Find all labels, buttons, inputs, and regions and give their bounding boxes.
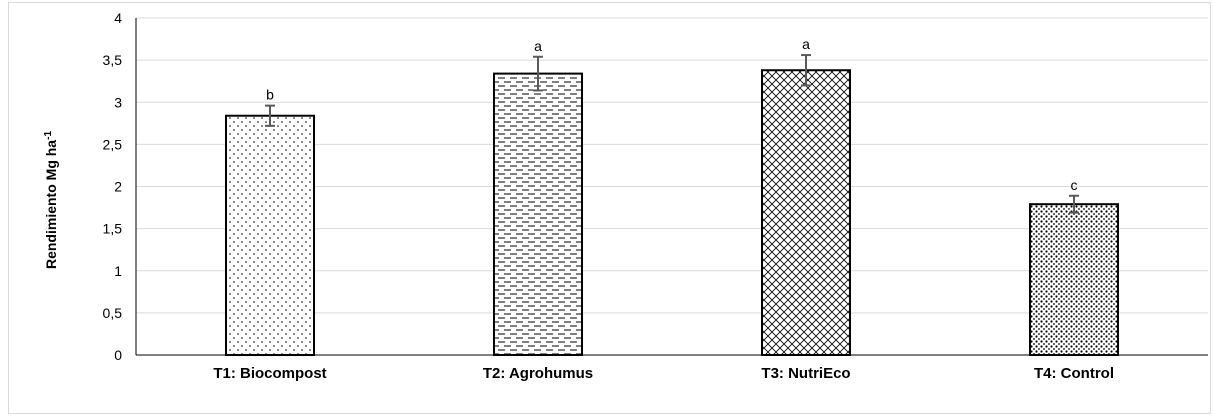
y-tick-label: 0 — [114, 347, 122, 363]
significance-label: b — [266, 87, 274, 103]
y-tick-label: 3,5 — [103, 52, 123, 68]
significance-label: c — [1071, 177, 1078, 193]
bars — [225, 54, 1119, 357]
y-tick-label: 2 — [114, 179, 122, 195]
y-tick-label: 1 — [114, 263, 122, 279]
y-tick-label: 2,5 — [103, 136, 123, 152]
y-axis-label: Rendimiento Mg ha-1 — [43, 131, 60, 269]
significance-label: a — [802, 36, 810, 52]
x-tick-label: T2: Agrohumus — [483, 365, 593, 382]
bar — [225, 114, 315, 357]
x-tick-label: T1: Biocompost — [213, 365, 326, 382]
labels: 0 0,5 1 1,5 2 2,5 3 3,5 4 b T1: Biocompost a T2: Agr… — [103, 10, 1114, 382]
significance-label: a — [534, 38, 542, 54]
bar — [761, 69, 851, 357]
x-tick-label: T3: NutriEco — [761, 365, 850, 382]
x-tick-label: T4: Control — [1034, 365, 1114, 382]
chart-frame — [8, 2, 1211, 414]
bar — [493, 72, 583, 356]
bar — [1029, 203, 1119, 356]
y-tick-label: 0,5 — [103, 305, 123, 321]
y-tick-label: 1,5 — [103, 221, 123, 237]
y-tick-label: 4 — [114, 10, 122, 26]
y-tick-label: 3 — [114, 94, 122, 110]
